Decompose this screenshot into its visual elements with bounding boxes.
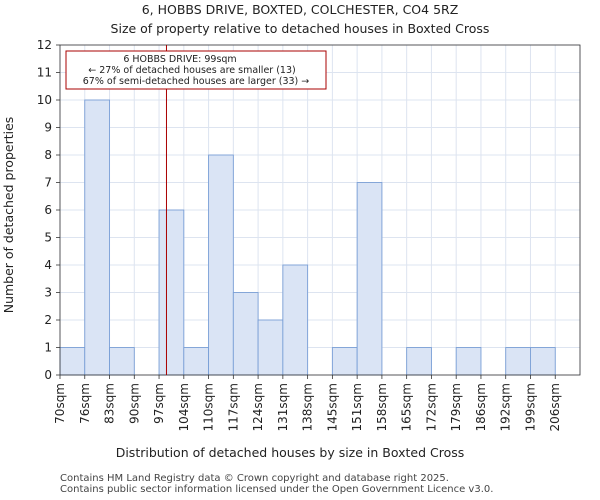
y-tick-label: 9 — [44, 121, 52, 135]
footer: Contains HM Land Registry data © Crown c… — [60, 473, 493, 495]
x-tick-label: 192sqm — [499, 383, 513, 431]
bar-97sqm — [158, 209, 185, 376]
y-tick-label: 10 — [37, 93, 52, 107]
x-tick-label: 110sqm — [202, 383, 216, 431]
x-tick-label: 83sqm — [103, 383, 117, 424]
x-axis-ticks: 70sqm 76sqm 83sqm 90sqm 97sqm 104sqm 110sqm 117… — [53, 375, 562, 431]
x-tick-label: 131sqm — [276, 383, 290, 431]
bar-104sqm — [183, 347, 210, 376]
bar-151sqm — [356, 182, 383, 376]
y-tick-label: 7 — [44, 176, 52, 190]
bar-76sqm — [84, 99, 110, 376]
x-tick-label: 90sqm — [127, 383, 141, 424]
x-tick-label: 206sqm — [548, 383, 562, 431]
bar-70sqm — [59, 347, 86, 376]
x-tick-label: 151sqm — [350, 383, 364, 431]
chart-subtitle: Size of property relative to detached ho… — [111, 21, 490, 36]
bar-192sqm — [505, 347, 531, 376]
y-tick-label: 11 — [37, 66, 52, 80]
x-axis-label: Distribution of detached houses by size … — [116, 445, 465, 460]
grid-lines — [59, 44, 581, 376]
x-tick-label: 117sqm — [226, 383, 240, 431]
bar-165sqm — [406, 347, 432, 376]
bar-131sqm — [282, 264, 309, 376]
x-tick-label: 186sqm — [474, 383, 488, 431]
plot-frame — [59, 44, 581, 376]
annotation-box: 6 HOBBS DRIVE: 99sqm ← 27% of detached h… — [65, 50, 327, 90]
y-tick-label: 2 — [44, 313, 52, 327]
x-tick-label: 199sqm — [523, 383, 537, 431]
x-tick-label: 70sqm — [53, 383, 67, 424]
y-tick-label: 8 — [44, 148, 52, 162]
x-tick-label: 145sqm — [325, 383, 339, 431]
bar-145sqm — [331, 347, 358, 376]
bar-117sqm — [232, 292, 259, 376]
y-tick-label: 0 — [44, 368, 52, 382]
chart-title: 6, HOBBS DRIVE, BOXTED, COLCHESTER, CO4 … — [142, 2, 459, 17]
annotation-line-1: 6 HOBBS DRIVE: 99sqm — [123, 54, 236, 65]
x-tick-label: 138sqm — [301, 383, 315, 431]
x-tick-label: 172sqm — [424, 383, 438, 431]
y-tick-label: 6 — [44, 203, 52, 217]
annotation-line-2: ← 27% of detached houses are smaller (13… — [88, 65, 295, 76]
bar-110sqm — [208, 154, 234, 376]
y-axis-label: Number of detached properties — [1, 117, 16, 314]
x-tick-label: 124sqm — [251, 383, 265, 431]
bar-124sqm — [257, 319, 284, 376]
x-tick-label: 104sqm — [177, 383, 191, 431]
bar-179sqm — [455, 347, 482, 376]
x-tick-label: 97sqm — [152, 383, 166, 424]
y-tick-label: 4 — [44, 258, 52, 272]
annotation-line-3: 67% of semi-detached houses are larger (… — [83, 76, 310, 87]
x-tick-label: 179sqm — [449, 383, 463, 431]
footer-line-1: Contains HM Land Registry data © Crown c… — [60, 473, 449, 484]
bar-199sqm — [530, 347, 556, 376]
bars — [59, 99, 556, 376]
y-tick-label: 1 — [44, 341, 52, 355]
x-tick-label: 76sqm — [78, 383, 92, 424]
y-tick-label: 12 — [37, 38, 52, 52]
y-tick-label: 3 — [44, 286, 52, 300]
x-tick-label: 158sqm — [375, 383, 389, 431]
y-tick-label: 5 — [44, 231, 52, 245]
footer-line-2: Contains public sector information licen… — [60, 484, 494, 495]
bar-83sqm — [109, 347, 135, 376]
x-tick-label: 165sqm — [400, 383, 414, 431]
